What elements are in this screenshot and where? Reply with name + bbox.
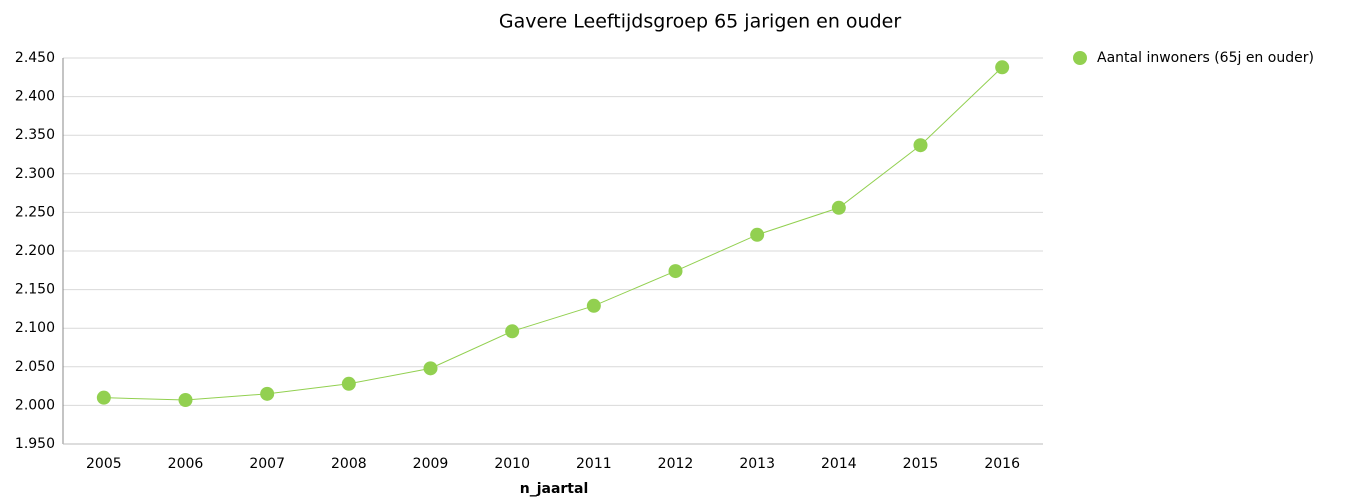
x-tick-label: 2006 bbox=[168, 456, 204, 472]
y-tick-label: 2.400 bbox=[15, 89, 55, 105]
y-tick-label: 2.350 bbox=[15, 127, 55, 143]
x-tick-label: 2015 bbox=[903, 456, 939, 472]
data-point bbox=[750, 227, 765, 242]
y-tick-label: 2.450 bbox=[15, 50, 55, 66]
x-tick-label: 2008 bbox=[331, 456, 367, 472]
data-point bbox=[96, 390, 111, 405]
x-tick-label: 2005 bbox=[86, 456, 122, 472]
y-tick-label: 2.150 bbox=[15, 282, 55, 298]
y-tick-label: 2.000 bbox=[15, 397, 55, 413]
data-point bbox=[505, 324, 520, 339]
y-tick-label: 2.100 bbox=[15, 320, 55, 336]
chart-title: Gavere Leeftijdsgroep 65 jarigen en oude… bbox=[499, 11, 901, 33]
x-tick-label: 2009 bbox=[413, 456, 449, 472]
x-tick-label: 2013 bbox=[739, 456, 775, 472]
x-tick-label: 2014 bbox=[821, 456, 857, 472]
x-axis-label: n_jaartal bbox=[520, 481, 589, 497]
data-point bbox=[913, 138, 928, 153]
legend-marker bbox=[1073, 51, 1087, 65]
x-tick-label: 2011 bbox=[576, 456, 612, 472]
y-tick-label: 2.250 bbox=[15, 204, 55, 220]
x-tick-label: 2016 bbox=[984, 456, 1020, 472]
x-tick-label: 2012 bbox=[658, 456, 694, 472]
y-tick-label: 2.200 bbox=[15, 243, 55, 259]
data-point bbox=[423, 361, 438, 376]
y-tick-label: 2.050 bbox=[15, 359, 55, 375]
data-point bbox=[995, 60, 1010, 75]
y-tick-label: 2.300 bbox=[15, 166, 55, 182]
series-line bbox=[103, 66, 1003, 401]
x-tick-label: 2007 bbox=[249, 456, 285, 472]
data-point bbox=[831, 200, 846, 215]
data-point bbox=[586, 298, 601, 313]
data-point bbox=[260, 386, 275, 401]
legend-label: Aantal inwoners (65j en ouder) bbox=[1097, 50, 1314, 66]
data-point bbox=[668, 264, 683, 279]
y-tick-label: 1.950 bbox=[15, 436, 55, 452]
data-point bbox=[341, 376, 356, 391]
x-tick-label: 2010 bbox=[494, 456, 530, 472]
data-point bbox=[178, 392, 193, 407]
